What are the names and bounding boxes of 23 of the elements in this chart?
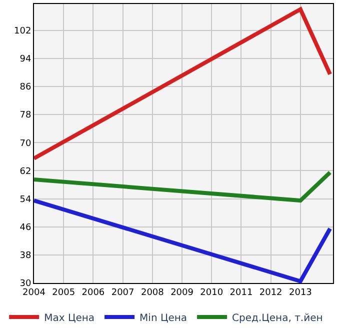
y-tick-label: 86 [20,82,32,93]
legend-label: Сред.Цена, т.йен [232,312,323,324]
legend-label: Max Цена [44,312,95,324]
x-tick-label: 2013 [288,288,312,298]
legend-label: Min Цена [140,312,188,324]
y-tick-label: 62 [20,166,32,177]
y-tick-label: 70 [20,138,32,149]
x-tick-label: 2006 [82,288,105,298]
y-tick-label: 38 [20,251,32,262]
y-tick-label: 102 [14,26,32,36]
y-tick-label: 30 [20,279,32,290]
y-tick-label: 78 [20,110,32,121]
x-tick-label: 2008 [140,288,164,298]
y-tick-label: 46 [20,223,32,233]
x-tick-label: 2010 [200,288,224,298]
x-tick-label: 2009 [170,288,194,298]
x-tick-label: 2011 [230,288,253,298]
y-tick-label: 54 [20,194,32,205]
y-tick-label: 94 [20,54,32,65]
x-tick-label: 2005 [52,288,76,298]
x-tick-label: 2012 [259,288,282,298]
x-tick-label: 2004 [22,288,46,298]
x-tick-label: 2007 [111,288,134,298]
